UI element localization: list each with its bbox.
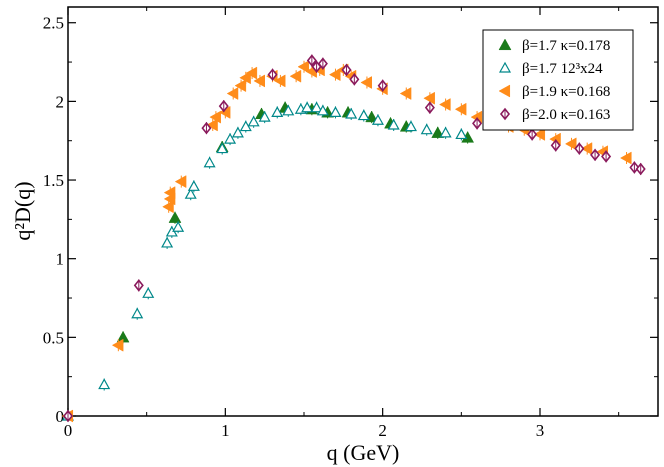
series-1-points: [61, 101, 468, 422]
series-3-points: [62, 54, 646, 423]
data-points: [61, 54, 646, 423]
series-2-point: [273, 74, 286, 88]
x-axis-label: q (GeV): [327, 440, 400, 465]
x-tick-label: 3: [536, 421, 545, 440]
y-tick-label: 0.5: [43, 328, 64, 347]
legend: β=1.7 κ=0.178 β=1.7 12³x24 β=1.9 κ=0.168 β=…: [482, 29, 634, 131]
series-1-point: [345, 107, 358, 119]
x-tick-label: 2: [378, 421, 387, 440]
legend-label-2: β=1.9 κ=0.168: [522, 84, 610, 100]
series-1-point: [404, 120, 418, 132]
legend-marker-2: [498, 84, 511, 98]
series-1-point: [231, 126, 244, 138]
series-1-point: [184, 187, 197, 199]
legend-label-1: β=1.7 12³x24: [522, 61, 603, 77]
y-tick-label: 2: [56, 92, 65, 111]
series-1-point: [455, 128, 468, 140]
x-tick-label: 0: [64, 421, 73, 440]
series-2-point: [239, 71, 251, 85]
series-1-point: [301, 101, 314, 113]
series-2-point: [162, 200, 174, 214]
series-1-point: [98, 378, 111, 390]
series-1-point: [439, 126, 452, 138]
series-0-point: [431, 126, 445, 138]
series-1-point: [282, 104, 295, 116]
legend-marker-0: [498, 38, 512, 51]
series-2-point: [253, 74, 265, 88]
y-tick-label: 0: [56, 407, 65, 426]
series-1-point: [224, 132, 237, 144]
series-1-point: [216, 142, 229, 154]
series-2-point: [226, 87, 239, 100]
x-tick-label: 1: [221, 421, 230, 440]
series-2-point: [580, 142, 593, 156]
series-2-point: [399, 87, 412, 100]
series-1-point: [271, 106, 284, 117]
series-2-point: [620, 151, 632, 165]
series-2-point: [234, 79, 247, 93]
series-2-point: [297, 60, 310, 74]
series-0-points: [116, 101, 475, 344]
series-1-point: [187, 180, 200, 191]
series-1-point: [203, 156, 216, 168]
series-2-point: [423, 91, 435, 105]
axis-ticks: 0 1 2 3 0 0.5 1 1.5 2 2.5: [43, 7, 658, 440]
series-2-point: [360, 76, 372, 89]
series-1-point: [172, 220, 185, 232]
series-2-point: [454, 102, 467, 116]
legend-label-3: β=2.0 κ=0.163: [522, 107, 610, 123]
legend-label-0: β=1.7 κ=0.178: [522, 38, 610, 54]
y-axis-label: q²D(q): [10, 181, 35, 240]
series-0-point: [168, 211, 182, 223]
series-2-point: [209, 110, 221, 124]
series-1-point: [387, 118, 400, 130]
series-1-point: [247, 115, 260, 127]
y-tick-label: 1: [56, 250, 65, 269]
series-1-point: [258, 110, 271, 122]
series-1-point: [142, 287, 155, 298]
series-1-point: [310, 101, 323, 113]
series-2-point: [439, 98, 451, 111]
y-tick-label: 1.5: [43, 171, 64, 190]
series-1-point: [371, 114, 384, 125]
series-2-point: [328, 68, 341, 82]
series-2-point: [289, 69, 302, 83]
legend-marker-1: [498, 61, 512, 73]
series-2-point: [206, 118, 218, 132]
series-1-point: [420, 123, 433, 135]
series-1-point: [131, 307, 144, 319]
series-2-point: [163, 186, 176, 200]
series-2-point: [533, 127, 546, 141]
y-tick-label: 2.5: [43, 14, 64, 33]
series-2-point: [111, 338, 124, 352]
series-1-point: [161, 236, 174, 248]
series-2-point: [564, 137, 577, 151]
series-1-point: [316, 104, 329, 116]
series-1-point: [357, 109, 370, 121]
series-2-point: [174, 175, 187, 189]
plot-frame: [67, 6, 659, 417]
series-2-point: [245, 66, 258, 80]
series-1-point: [329, 106, 342, 117]
